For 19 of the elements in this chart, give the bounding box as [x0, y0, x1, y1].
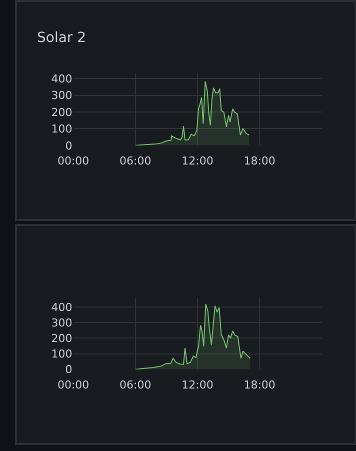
x-tick-label: 00:00 [57, 154, 90, 168]
y-tick-label: 300 [51, 316, 72, 330]
y-tick-label: 400 [51, 72, 72, 86]
y-tick-label: 100 [51, 122, 72, 136]
chart-title: Solar 2 [37, 30, 86, 46]
y-tick-label: 300 [51, 89, 72, 102]
x-tick-label: 12:00 [182, 378, 214, 392]
x-tick-label: 18:00 [244, 378, 276, 392]
x-tick-label: 12:00 [182, 154, 214, 168]
x-tick-label: 00:00 [57, 378, 90, 392]
x-tick-label: 06:00 [120, 378, 152, 392]
y-tick-label: 0 [65, 139, 72, 152]
y-tick-label: 200 [51, 332, 72, 346]
y-tick-label: 100 [51, 348, 72, 361]
y-tick-label: 200 [51, 106, 72, 119]
y-tick-label: 0 [65, 363, 72, 376]
x-tick-label: 18:00 [244, 154, 276, 168]
x-tick-label: 06:00 [120, 154, 152, 168]
y-tick-label: 400 [51, 300, 72, 314]
